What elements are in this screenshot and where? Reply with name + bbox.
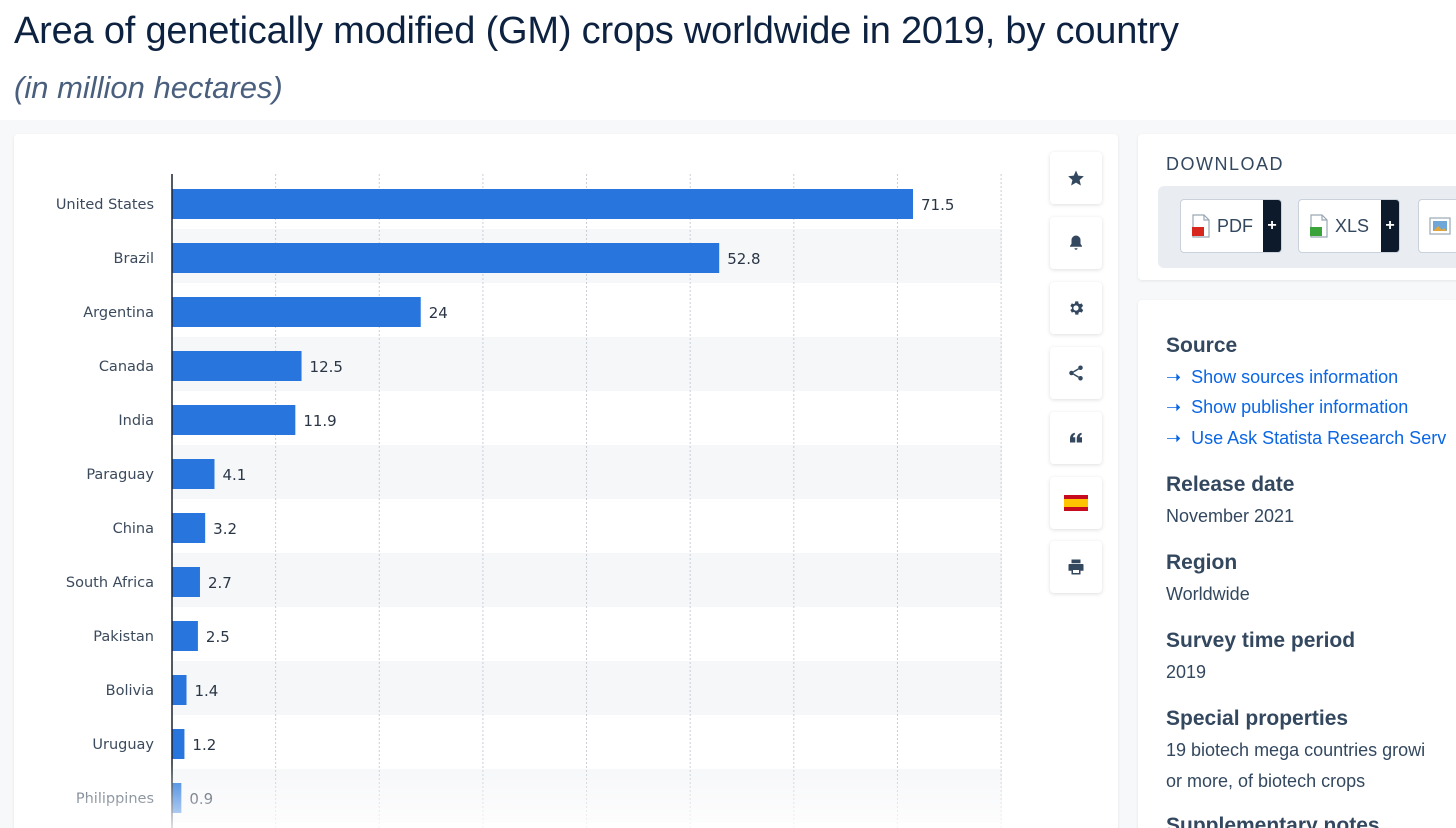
value-label: 1.4 [195, 682, 219, 700]
source-heading: Source [1166, 334, 1238, 357]
value-label: 71.5 [921, 196, 954, 214]
image-file-icon [1429, 217, 1451, 235]
gear-icon [1070, 301, 1084, 315]
value-label: 11.9 [303, 412, 336, 430]
bar [172, 621, 198, 651]
value-label: 24 [429, 304, 448, 322]
xls-plus-icon[interactable]: + [1381, 200, 1399, 252]
pdf-file-icon [1192, 214, 1210, 238]
pdf-plus-icon[interactable]: + [1263, 200, 1281, 252]
show-publisher-link[interactable]: ➝ Show publisher information [1166, 397, 1408, 418]
category-label: United States [56, 197, 154, 213]
favorite-button[interactable] [1050, 152, 1102, 204]
page-subtitle: (in million hectares) [14, 70, 283, 105]
ask-statista-label: Use Ask Statista Research Serv [1191, 428, 1447, 448]
category-label: China [113, 521, 154, 537]
quote-icon [1070, 432, 1082, 443]
print-icon [1068, 559, 1084, 575]
category-label: Philippines [76, 791, 154, 807]
bell-icon [1070, 235, 1082, 250]
bar [172, 783, 182, 813]
value-label: 0.9 [189, 790, 213, 808]
category-label: Canada [99, 359, 154, 375]
xls-file-icon [1310, 214, 1328, 238]
value-label: 1.2 [192, 736, 216, 754]
region-value: Worldwide [1166, 584, 1250, 604]
category-label: Argentina [83, 305, 154, 321]
bar [172, 189, 913, 219]
category-label: South Africa [66, 575, 154, 591]
value-label: 2.5 [206, 628, 230, 646]
category-label: Paraguay [86, 467, 154, 483]
xls-label: XLS [1335, 215, 1370, 236]
bar [172, 243, 720, 273]
chart-card: United States 71.5 Brazil 52.8 Argentina 24 Ca… [14, 134, 1118, 828]
bar [172, 297, 421, 327]
star-icon [1068, 170, 1084, 186]
spain-flag-icon [1064, 495, 1088, 511]
survey-period-heading: Survey time period [1166, 629, 1356, 652]
download-title: DOWNLOAD [1166, 154, 1285, 174]
release-date-heading: Release date [1166, 473, 1295, 496]
ask-statista-link[interactable]: ➝ Use Ask Statista Research Serv [1166, 428, 1446, 449]
special-properties-line2: or more, of biotech crops [1166, 771, 1366, 791]
value-label: 12.5 [310, 358, 343, 376]
info-card: Source ➝ Show sources information ➝ Show p… [1138, 300, 1456, 828]
bar [172, 567, 200, 597]
category-label: Uruguay [92, 737, 154, 753]
bar [172, 351, 302, 381]
cite-button[interactable] [1050, 412, 1102, 464]
bar [172, 729, 185, 759]
download-tray: PDF + XLS + [1158, 186, 1456, 268]
bar [172, 675, 187, 705]
region-heading: Region [1166, 551, 1238, 574]
survey-period-value: 2019 [1166, 662, 1207, 682]
show-sources-link[interactable]: ➝ Show sources information [1166, 367, 1398, 388]
notification-button[interactable] [1050, 217, 1102, 269]
special-properties-line1: 19 biotech mega countries growi [1166, 740, 1426, 760]
share-button[interactable] [1050, 347, 1102, 399]
pdf-label: PDF [1217, 215, 1253, 236]
supplementary-notes-heading: Supplementary notes [1166, 814, 1380, 828]
category-label: India [118, 413, 154, 429]
category-label: Bolivia [106, 683, 154, 699]
category-label: Brazil [114, 251, 154, 267]
show-publisher-label: Show publisher information [1191, 397, 1409, 417]
share-icon [1069, 365, 1083, 381]
show-sources-label: Show sources information [1191, 367, 1399, 387]
print-button[interactable] [1050, 541, 1102, 593]
value-label: 2.7 [208, 574, 232, 592]
page-title: Area of genetically modified (GM) crops … [14, 10, 1179, 52]
release-date-value: November 2021 [1166, 506, 1295, 526]
settings-button[interactable] [1050, 282, 1102, 334]
language-button[interactable] [1050, 477, 1102, 529]
special-properties-heading: Special properties [1166, 707, 1349, 730]
arrow-right-icon: ➝ [1166, 397, 1182, 417]
page-header [0, 0, 1456, 120]
bar-chart: United States 71.5 Brazil 52.8 Argentina 24 Ca… [56, 174, 1002, 828]
download-xls-button[interactable]: XLS + [1298, 199, 1400, 253]
category-label: Pakistan [93, 629, 154, 645]
arrow-right-icon: ➝ [1166, 428, 1182, 448]
bar [172, 459, 215, 489]
download-pdf-button[interactable]: PDF + [1180, 199, 1282, 253]
download-image-button[interactable] [1418, 199, 1456, 253]
value-label: 52.8 [727, 250, 760, 268]
value-label: 4.1 [222, 466, 246, 484]
bar [172, 405, 296, 435]
arrow-right-icon: ➝ [1166, 367, 1182, 387]
download-card: DOWNLOAD PDF + XLS + [1138, 134, 1456, 280]
bar [172, 513, 206, 543]
value-label: 3.2 [213, 520, 237, 538]
